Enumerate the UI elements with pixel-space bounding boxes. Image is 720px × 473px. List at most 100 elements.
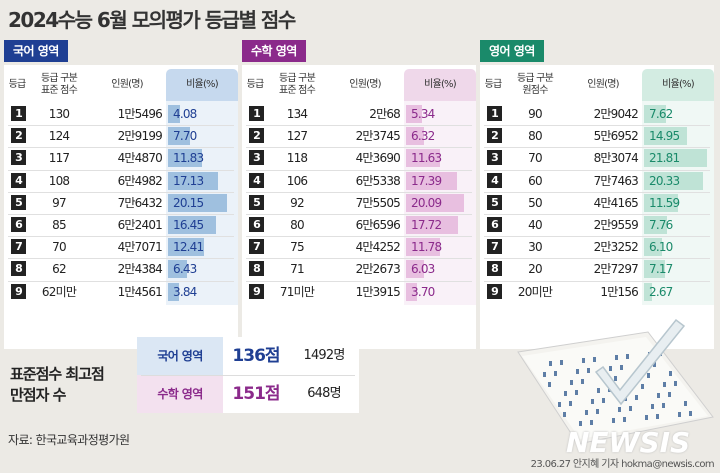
ratio-bar [644,193,678,212]
student-count: 6만5338 [355,173,401,188]
row-separator [246,258,472,260]
grade-cutoff-score: 90 [528,107,542,121]
summary-subject: 국어 영역 [137,337,223,375]
row-separator [484,214,710,215]
ratio-cell: 12.41 [168,236,238,258]
summary-perfect-count: 648명 [307,386,341,401]
grade-cutoff-score: 62미만 [41,284,77,299]
answer-bubble [576,369,579,374]
answer-bubble [591,399,594,404]
row-separator [246,236,472,238]
ratio-value: 21.81 [649,151,680,166]
student-count: 6만2401 [117,218,163,232]
header-people: 인원(명) [587,79,619,90]
grade-cutoff-score: 70 [52,240,66,255]
grade-cutoff-score: 130 [48,107,70,121]
grade-cutoff-score: 127 [286,129,308,144]
ratio-value: 20.09 [411,195,442,210]
answer-bubble [653,362,656,367]
ratio-cell: 11.63 [406,147,476,169]
grade-cutoff-score: 20 [528,262,542,277]
grade-cutoff-score: 134 [286,107,308,121]
ratio-value: 7.17 [649,262,673,277]
ratio-bar [168,171,218,190]
table-row: 5 97 7만6432 20.15 [4,192,238,214]
ratio-bar [406,105,422,123]
grade-badge: 7 [487,239,502,255]
table-row: 6 85 6만2401 16.45 [4,214,238,236]
ratio-bar [644,149,708,168]
ratio-value: 6.43 [173,262,197,277]
ratio-value: 11.83 [173,151,204,166]
student-count: 2만2673 [355,262,401,277]
answer-bubble [612,418,615,423]
ratio-value: 11.78 [411,240,442,255]
grade-badge: 3 [11,150,26,166]
ratio-value: 11.63 [411,151,442,166]
ratio-cell: 7.17 [644,258,714,280]
table-row: 6 40 2만9559 7.76 [480,214,714,236]
answer-bubble [651,404,654,409]
ratio-value: 17.13 [173,173,204,188]
summary-label-line2: 만점자 수 [10,386,66,404]
answer-bubble [626,354,629,359]
ratio-bar [406,193,465,212]
student-count: 7만5505 [355,195,401,210]
ratio-bar [406,149,440,168]
grade-badge: 9 [11,283,26,299]
grade-badge: 1 [487,106,502,121]
student-count: 1만5496 [117,107,163,121]
summary-divider [141,375,355,376]
answer-bubble [629,406,632,411]
answer-bubble [663,382,666,387]
student-count: 7만6432 [117,195,163,210]
grade-badge: 6 [249,217,264,232]
student-count: 1만156 [600,284,638,299]
row-separator [8,169,234,171]
answer-bubble [590,420,593,425]
ratio-value: 6.32 [411,129,435,144]
summary-row-korean: 국어 영역 136점 1492명 [137,337,359,375]
grade-cutoff-score: 80 [528,129,542,144]
answer-bubble [620,365,623,370]
table-row: 9 62미만 1만4561 3.84 [4,281,238,303]
grade-badge: 6 [487,217,502,232]
answer-bubble [596,409,599,414]
ratio-bar [644,282,652,301]
ratio-value: 6.10 [649,240,673,255]
table-row: 4 60 7만7463 20.33 [480,170,714,192]
ratio-value: 16.45 [173,218,204,232]
header-grade: 등급 [8,79,27,90]
row-separator [246,280,472,282]
ratio-cell: 17.39 [406,170,476,192]
row-separator [246,125,472,127]
answer-bubble [678,412,681,417]
panel-english: 영어 영역 등급 등급 구분 원점수 인원(명) 비율(%) 1 90 2만9042 7.62 2… [480,40,714,349]
grade-badge: 4 [487,172,502,188]
grade-cutoff-score: 62 [52,262,66,277]
header-people: 인원(명) [111,79,143,90]
summary-row-math: 수학 영역 151점 648명 [137,375,359,413]
grade-cutoff-score: 60 [528,173,542,188]
ratio-cell: 14.95 [644,125,714,147]
ratio-cell: 17.72 [406,214,476,236]
grade-cutoff-score: 124 [48,129,70,144]
student-count: 2만9559 [593,218,639,232]
row-separator [8,147,234,149]
student-count: 4만3690 [355,151,401,166]
header-ratio: 비율(%) [642,69,714,101]
ratio-value: 20.15 [173,195,204,210]
student-count: 2만9199 [117,129,163,144]
grade-cutoff-score: 50 [528,195,542,210]
student-count: 8만3074 [593,151,639,166]
header-ratio: 비율(%) [166,69,238,101]
answer-bubble [662,403,665,408]
ratio-cell: 5.34 [406,103,476,125]
grade-badge: 7 [11,239,26,255]
ratio-bar [406,260,424,279]
ratio-bar [406,238,441,257]
ratio-value: 5.34 [411,107,435,121]
ratio-cell: 20.33 [644,170,714,192]
row-separator [484,125,710,127]
row-separator [484,147,710,149]
